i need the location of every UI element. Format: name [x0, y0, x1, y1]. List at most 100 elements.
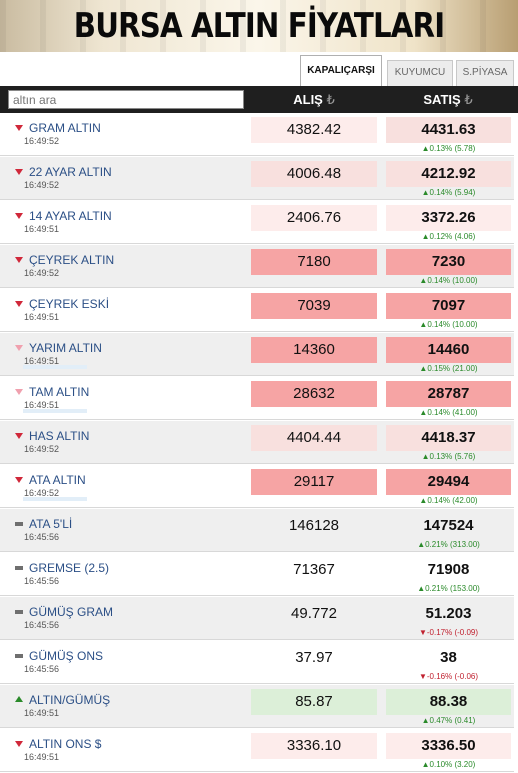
rate-row[interactable]: 22 AYAR ALTIN 16:49:52 4006.48 4212.92 ▲… [0, 157, 514, 200]
buy-price: 29117 [251, 469, 377, 495]
sell-price: 7230 [386, 249, 511, 275]
tab-kapalicarsi[interactable]: KAPALIÇARŞI [300, 55, 382, 87]
rate-name: GREMSE (2.5) [29, 561, 110, 575]
buy-price: 49.772 [291, 605, 337, 622]
gray-bar-icon [15, 566, 23, 570]
rate-row[interactable]: GRAM ALTIN 16:49:52 4382.42 4431.63 ▲0.1… [0, 113, 514, 156]
buy-price: 28632 [251, 381, 377, 407]
rate-row[interactable]: YARIM ALTIN 16:49:51 14360 14460 ▲0.15% … [0, 333, 514, 376]
red-down-triangle-icon [15, 301, 23, 307]
sell-price: 7097 [386, 293, 511, 319]
sell-price: 28787 [386, 381, 511, 407]
buy-price: 85.87 [251, 689, 377, 715]
change-value: ▲0.13% (5.78) [421, 144, 476, 153]
red-down-triangle-icon [15, 169, 23, 175]
lira-icon: ₺ [326, 92, 335, 107]
tab-serbest-piyasa[interactable]: S.PİYASA [456, 60, 514, 86]
change-value: ▲0.13% (5.76) [421, 452, 476, 461]
sell-price: 71908 [427, 561, 470, 578]
rate-row[interactable]: GÜMÜŞ GRAM 16:45:56 49.772 51.203 ▼-0.17… [0, 597, 514, 640]
rate-row[interactable]: HAS ALTIN 16:49:52 4404.44 4418.37 ▲0.13… [0, 421, 514, 464]
rate-row[interactable]: GREMSE (2.5) 16:45:56 71367 71908 ▲0.21%… [0, 553, 514, 596]
change-value: ▲0.12% (4.06) [421, 232, 476, 241]
gray-bar-icon [15, 610, 23, 614]
gold-rate-list: GRAM ALTIN 16:49:52 4382.42 4431.63 ▲0.1… [0, 113, 518, 773]
rate-row[interactable]: 14 AYAR ALTIN 16:49:51 2406.76 3372.26 ▲… [0, 201, 514, 244]
green-up-triangle-icon [15, 696, 23, 702]
sell-price: 51.203 [425, 605, 472, 622]
page-title: BURSA ALTIN FİYATLARI [73, 6, 445, 46]
buy-price: 7180 [251, 249, 377, 275]
sell-column-label: SATIŞ [423, 92, 461, 107]
red-down-triangle-icon [15, 125, 23, 131]
sell-price: 38 [440, 649, 457, 666]
time-highlight [23, 365, 87, 369]
rate-row[interactable]: GÜMÜŞ ONS 16:45:56 37.97 38 ▼-0.16% (-0.… [0, 641, 514, 684]
rate-name: ALTIN ONS $ [29, 737, 102, 751]
rate-row[interactable]: ÇEYREK ALTIN 16:49:52 7180 7230 ▲0.14% (… [0, 245, 514, 288]
red-down-triangle-icon [15, 433, 23, 439]
rate-row[interactable]: ÇEYREK ESKİ 16:49:51 7039 7097 ▲0.14% (1… [0, 289, 514, 332]
rate-time: 16:45:56 [24, 664, 60, 674]
rate-time: 16:45:56 [24, 532, 60, 542]
rate-time: 16:49:51 [24, 752, 60, 762]
rate-time: 16:49:52 [24, 136, 60, 146]
tab-kuyumcu[interactable]: KUYUMCU [387, 60, 453, 86]
rate-time: 16:45:56 [24, 620, 60, 630]
change-value: ▼-0.17% (-0.09) [418, 628, 479, 637]
rate-row[interactable]: ATA ALTIN 16:49:52 29117 29494 ▲0.14% (4… [0, 465, 514, 508]
buy-price: 7039 [251, 293, 377, 319]
buy-price: 2406.76 [251, 205, 377, 231]
buy-price: 4404.44 [251, 425, 377, 451]
rate-name: 22 AYAR ALTIN [29, 165, 112, 179]
change-value: ▲0.21% (313.00) [417, 540, 480, 549]
red-down-triangle-icon [15, 257, 23, 263]
rate-row[interactable]: ATA 5'Lİ 16:45:56 146128 147524 ▲0.21% (… [0, 509, 514, 552]
change-value: ▲0.14% (5.94) [421, 188, 476, 197]
buy-price: 4382.42 [251, 117, 377, 143]
buy-price: 14360 [251, 337, 377, 363]
pale-down-triangle-icon [15, 345, 23, 351]
rate-time: 16:49:52 [24, 268, 60, 278]
rate-name: ALTIN/GÜMÜŞ [29, 693, 111, 707]
rate-name: TAM ALTIN [29, 385, 90, 399]
buy-price: 4006.48 [251, 161, 377, 187]
rate-time: 16:49:52 [24, 444, 60, 454]
rate-name: GÜMÜŞ GRAM [29, 605, 113, 619]
red-down-triangle-icon [15, 477, 23, 483]
sell-price: 88.38 [386, 689, 511, 715]
pale-down-triangle-icon [15, 389, 23, 395]
rate-time: 16:49:51 [24, 224, 60, 234]
rate-name: ATA 5'Lİ [29, 517, 73, 531]
market-tabs: KAPALIÇARŞI KUYUMCU S.PİYASA [0, 52, 518, 87]
rate-row[interactable]: TAM ALTIN 16:49:51 28632 28787 ▲0.14% (4… [0, 377, 514, 420]
sell-price: 14460 [386, 337, 511, 363]
rate-name: ÇEYREK ALTIN [29, 253, 115, 267]
time-highlight [23, 409, 87, 413]
rate-time: 16:49:52 [24, 488, 60, 498]
sell-price: 3372.26 [386, 205, 511, 231]
rate-time: 16:49:51 [24, 400, 60, 410]
gray-bar-icon [15, 654, 23, 658]
buy-column-label: ALIŞ [293, 92, 323, 107]
change-value: ▲0.14% (10.00) [419, 320, 478, 329]
change-value: ▲0.15% (21.00) [419, 364, 478, 373]
rate-name: GÜMÜŞ ONS [29, 649, 104, 663]
change-value: ▲0.14% (41.00) [419, 408, 478, 417]
change-value: ▲0.14% (10.00) [419, 276, 478, 285]
rate-row[interactable]: ALTIN/GÜMÜŞ 16:49:51 85.87 88.38 ▲0.47% … [0, 685, 514, 728]
rate-name: GRAM ALTIN [29, 121, 101, 135]
rate-row[interactable]: ALTIN ONS $ 16:49:51 3336.10 3336.50 ▲0.… [0, 729, 514, 772]
buy-price: 3336.10 [251, 733, 377, 759]
lira-icon: ₺ [464, 92, 473, 107]
rate-time: 16:49:51 [24, 356, 60, 366]
rate-name: 14 AYAR ALTIN [29, 209, 112, 223]
time-highlight [23, 497, 87, 501]
rate-name: YARIM ALTIN [29, 341, 102, 355]
rate-name: HAS ALTIN [29, 429, 90, 443]
change-value: ▲0.14% (42.00) [419, 496, 478, 505]
change-value: ▼-0.16% (-0.06) [418, 672, 479, 681]
red-down-triangle-icon [15, 741, 23, 747]
search-input[interactable] [8, 90, 244, 109]
banner-background [0, 0, 518, 52]
